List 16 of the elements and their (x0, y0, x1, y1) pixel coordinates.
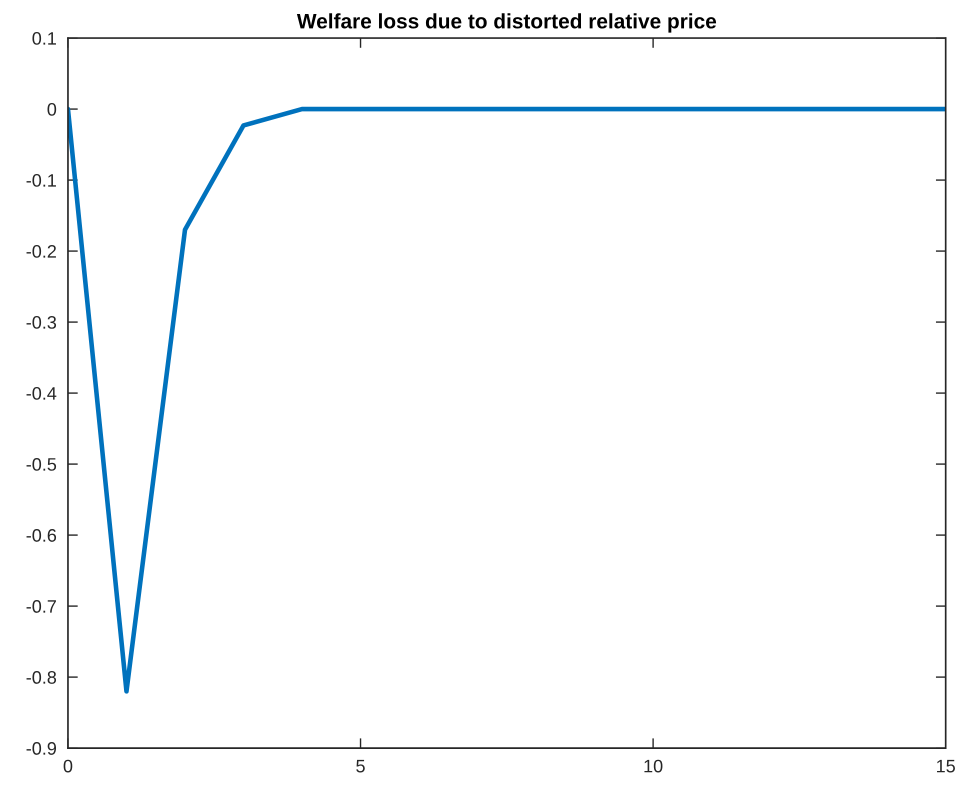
y-tick-label: -0.1 (26, 174, 56, 187)
y-tick-label: -0.7 (26, 600, 56, 613)
y-tick-label: 0 (48, 103, 56, 116)
y-tick-label: -0.9 (26, 742, 56, 755)
y-tick-label: -0.2 (26, 245, 56, 258)
x-tick-label: 5 (356, 760, 365, 772)
y-tick-label: -0.3 (26, 316, 56, 329)
y-tick-label: 0.1 (32, 32, 56, 45)
y-tick-label: -0.4 (26, 387, 56, 400)
y-tick-label: -0.8 (26, 671, 56, 684)
y-tick-label: -0.6 (26, 529, 56, 542)
y-tick-label: -0.5 (26, 458, 56, 471)
x-tick-label: 15 (937, 760, 955, 772)
x-tick-label: 10 (644, 760, 662, 772)
x-tick-label: 0 (64, 760, 72, 772)
chart-title: Welfare loss due to distorted relative price (296, 13, 716, 33)
